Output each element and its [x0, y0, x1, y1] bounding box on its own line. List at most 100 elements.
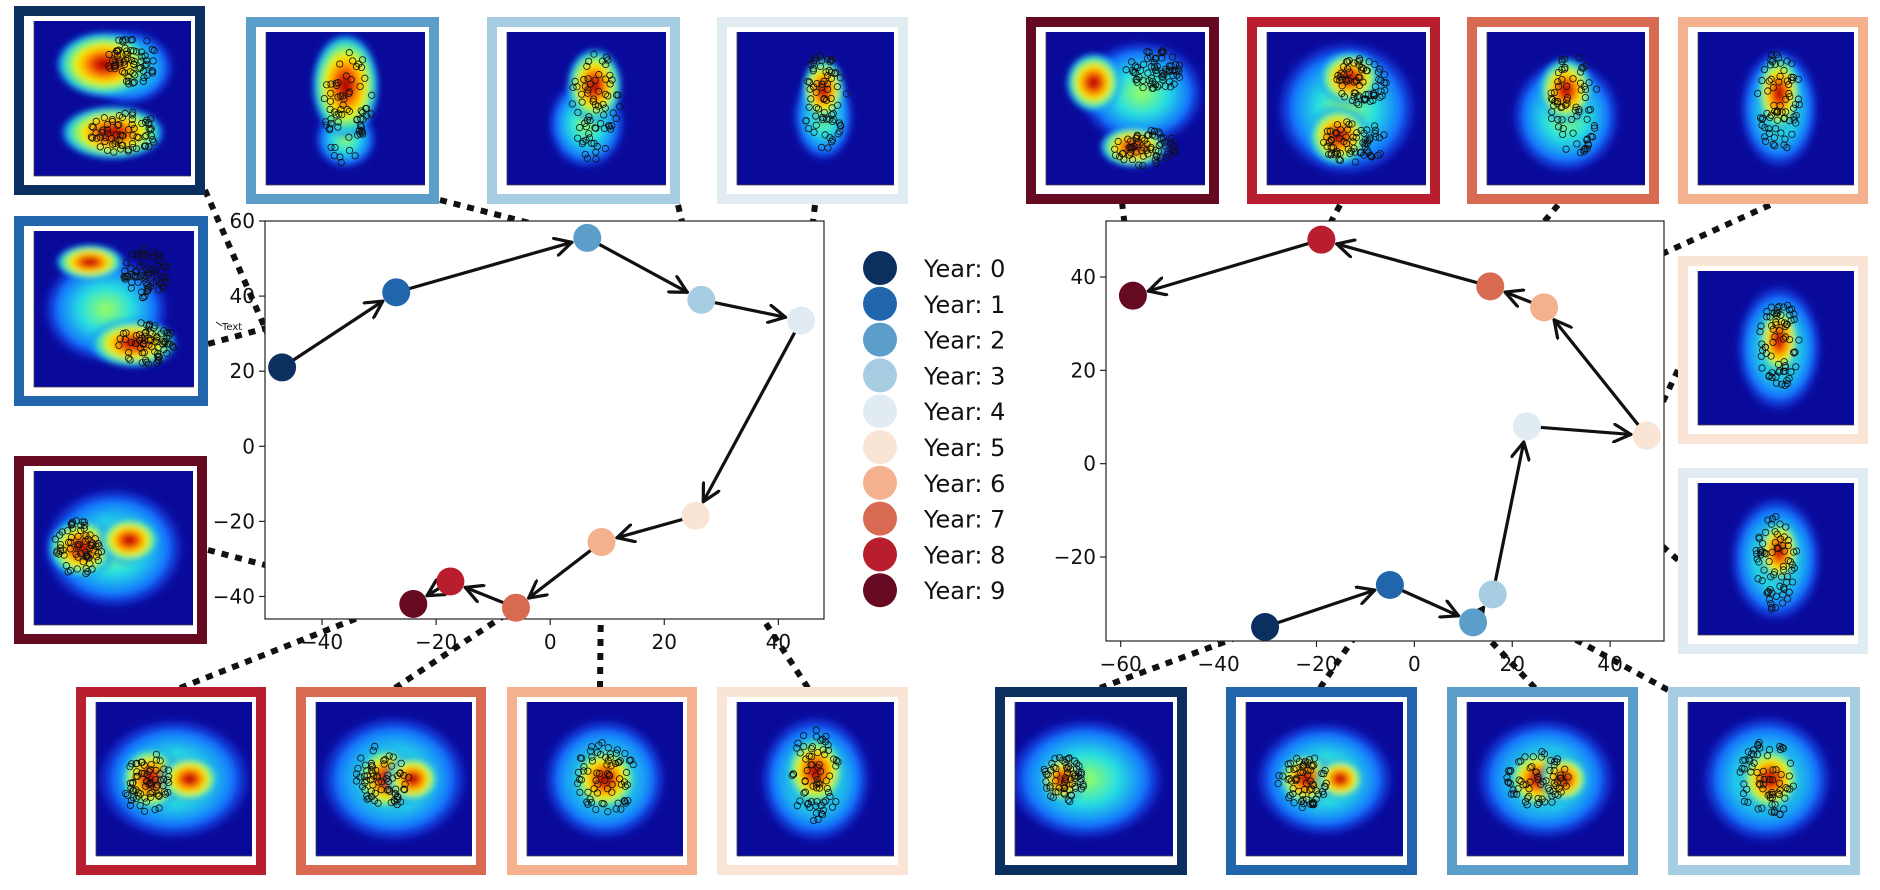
sample-point — [1779, 303, 1788, 311]
sample-point — [801, 788, 810, 796]
sample-point — [1768, 800, 1776, 809]
y-tick-label: −20 — [213, 509, 255, 533]
sample-point — [334, 123, 342, 131]
sample-point — [1763, 307, 1771, 316]
sample-point — [387, 799, 395, 807]
sample-point — [621, 782, 629, 790]
sample-point — [576, 754, 585, 762]
sample-point — [1569, 75, 1577, 83]
sample-point — [1795, 101, 1803, 109]
sample-point — [87, 541, 95, 549]
sample-point — [1156, 153, 1164, 161]
sample-point — [1558, 55, 1566, 64]
sample-point — [816, 52, 824, 60]
sample-point — [157, 280, 165, 288]
sample-point — [814, 763, 822, 772]
sample-point — [1772, 125, 1780, 133]
sample-point — [1350, 93, 1358, 101]
sample-point — [1581, 93, 1590, 102]
sample-point — [369, 747, 377, 755]
sample-point — [1776, 520, 1784, 528]
sample-point — [807, 95, 815, 103]
thumbnail-connector-year-7 — [393, 605, 518, 691]
sample-point — [64, 527, 72, 535]
sample-point — [93, 553, 101, 561]
heatmap-image — [737, 702, 894, 856]
sample-point — [147, 793, 155, 801]
legend-marker-year-0 — [863, 251, 897, 285]
sample-point — [96, 143, 104, 151]
thumbnail-connector-year-3 — [1491, 591, 1670, 693]
sample-point — [1780, 533, 1788, 541]
sample-point — [820, 95, 828, 103]
sample-point — [818, 811, 827, 819]
sample-point — [1770, 101, 1778, 109]
trajectory-arrow — [1481, 605, 1486, 610]
sample-point — [154, 791, 163, 800]
heatmap-thumbnail-year-4 — [1678, 468, 1868, 654]
sample-point — [1778, 599, 1787, 607]
sample-point — [1772, 379, 1781, 387]
sample-point — [573, 83, 581, 91]
sample-point — [120, 60, 129, 69]
sample-point — [810, 128, 818, 136]
heatmap-blob — [1537, 56, 1595, 124]
sample-point — [1764, 791, 1772, 799]
sample-point — [804, 77, 812, 86]
sample-point — [138, 359, 146, 367]
sample-point — [1771, 538, 1779, 547]
sample-point — [155, 792, 163, 800]
heatmap-image — [1046, 32, 1205, 185]
sample-point — [1374, 151, 1382, 159]
sample-point — [159, 272, 167, 281]
sample-point — [127, 284, 135, 292]
sample-point — [1551, 757, 1559, 766]
sample-point — [834, 758, 842, 766]
sample-point — [1363, 139, 1371, 147]
trajectory-arrow — [463, 587, 505, 605]
sample-point — [154, 349, 162, 358]
heatmap-blob — [384, 754, 441, 804]
sample-point — [1054, 788, 1062, 796]
sample-point — [1161, 82, 1170, 90]
sample-point — [1509, 786, 1517, 794]
sample-point — [1304, 766, 1312, 775]
sample-point — [1310, 754, 1319, 762]
sample-point — [1558, 76, 1566, 84]
sample-point — [811, 54, 820, 63]
sample-point — [1336, 126, 1345, 134]
sample-point — [1759, 785, 1767, 793]
sample-point — [133, 772, 142, 780]
sample-point — [130, 78, 138, 86]
sample-point — [352, 770, 361, 778]
heatmap-thumbnail-year-3 — [1668, 687, 1860, 875]
x-tick-label: 0 — [544, 630, 557, 654]
sample-point — [74, 553, 82, 561]
sample-point — [585, 113, 593, 121]
sample-point — [152, 336, 161, 344]
sample-point — [160, 765, 168, 773]
sample-point — [82, 569, 90, 578]
sample-point — [1575, 108, 1583, 116]
sample-point — [586, 747, 595, 755]
sample-point — [385, 787, 394, 795]
sample-point — [74, 543, 82, 551]
sample-point — [805, 103, 813, 111]
sample-point — [609, 109, 617, 117]
sample-point — [334, 118, 342, 126]
sample-point — [1542, 777, 1550, 785]
sample-point — [1343, 118, 1351, 126]
sample-point — [810, 816, 818, 825]
sample-point — [1765, 595, 1774, 604]
sample-point — [68, 518, 77, 526]
sample-point — [1771, 528, 1779, 536]
sample-point — [825, 67, 833, 75]
legend-marker-year-3 — [863, 358, 897, 393]
sample-point — [614, 799, 622, 807]
sample-point — [1350, 59, 1358, 67]
x-tick-label: −20 — [1295, 652, 1337, 676]
sample-point — [1360, 129, 1368, 137]
trajectory-arrow — [1401, 589, 1461, 616]
sample-point — [1770, 571, 1778, 579]
heatmap-image — [507, 32, 666, 185]
